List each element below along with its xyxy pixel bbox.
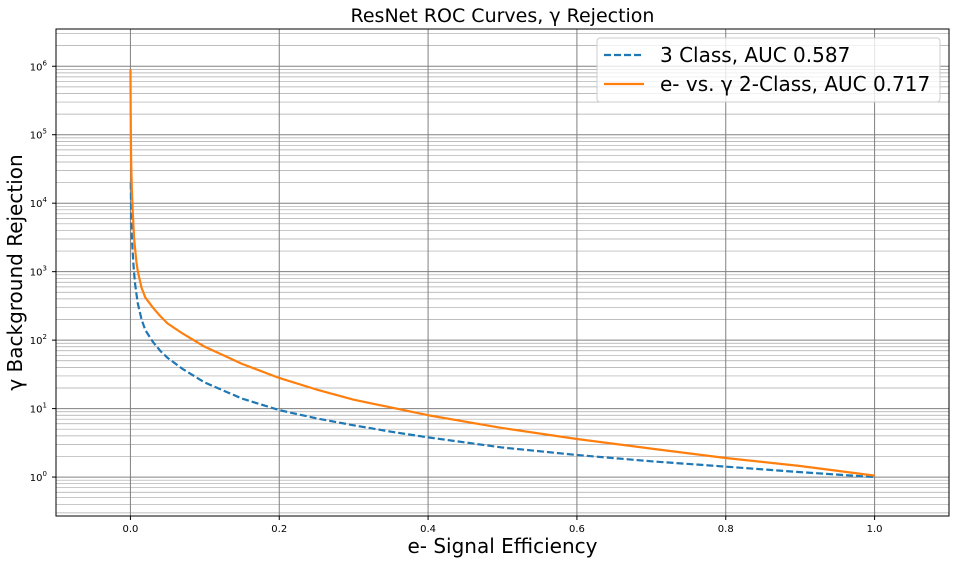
series-layer [129,69,875,479]
legend-label-2-class: e- vs. γ 2-Class, AUC 0.717 [660,72,930,96]
y-axis-ticks: 100 101 102 103 104 105 106 [30,59,56,484]
x-axis-label: e- Signal Efficiency [407,534,597,558]
x-tick-label: 0.4 [420,524,436,535]
legend: 3 Class, AUC 0.587 e- vs. γ 2-Class, AUC… [596,37,941,103]
chart-title: ResNet ROC Curves, γ Rejection [351,5,655,27]
minor-grid [56,33,949,514]
plot-frame [55,28,950,517]
x-tick-label: 0.8 [718,524,734,535]
x-tick-label: 1.0 [867,524,883,535]
legend-label-3-class: 3 Class, AUC 0.587 [660,43,850,67]
y-tick-label: 106 [30,59,48,73]
y-tick-label: 102 [30,333,47,347]
y-tick-label: 101 [30,402,47,416]
series-line-0 [129,182,875,479]
x-tick-label: 0.0 [122,524,138,535]
legend-box [596,37,941,103]
y-tick-label: 105 [30,128,47,142]
series-line-1 [129,69,875,477]
y-tick-label: 100 [30,470,47,484]
y-axis-label: γ Background Rejection [3,154,27,390]
y-tick-label: 104 [30,196,48,210]
y-tick-label: 103 [30,265,47,279]
x-tick-label: 0.6 [569,524,585,535]
x-axis-ticks: 0.0 0.2 0.4 0.6 0.8 1.0 [122,516,883,535]
x-tick-label: 0.2 [271,524,287,535]
